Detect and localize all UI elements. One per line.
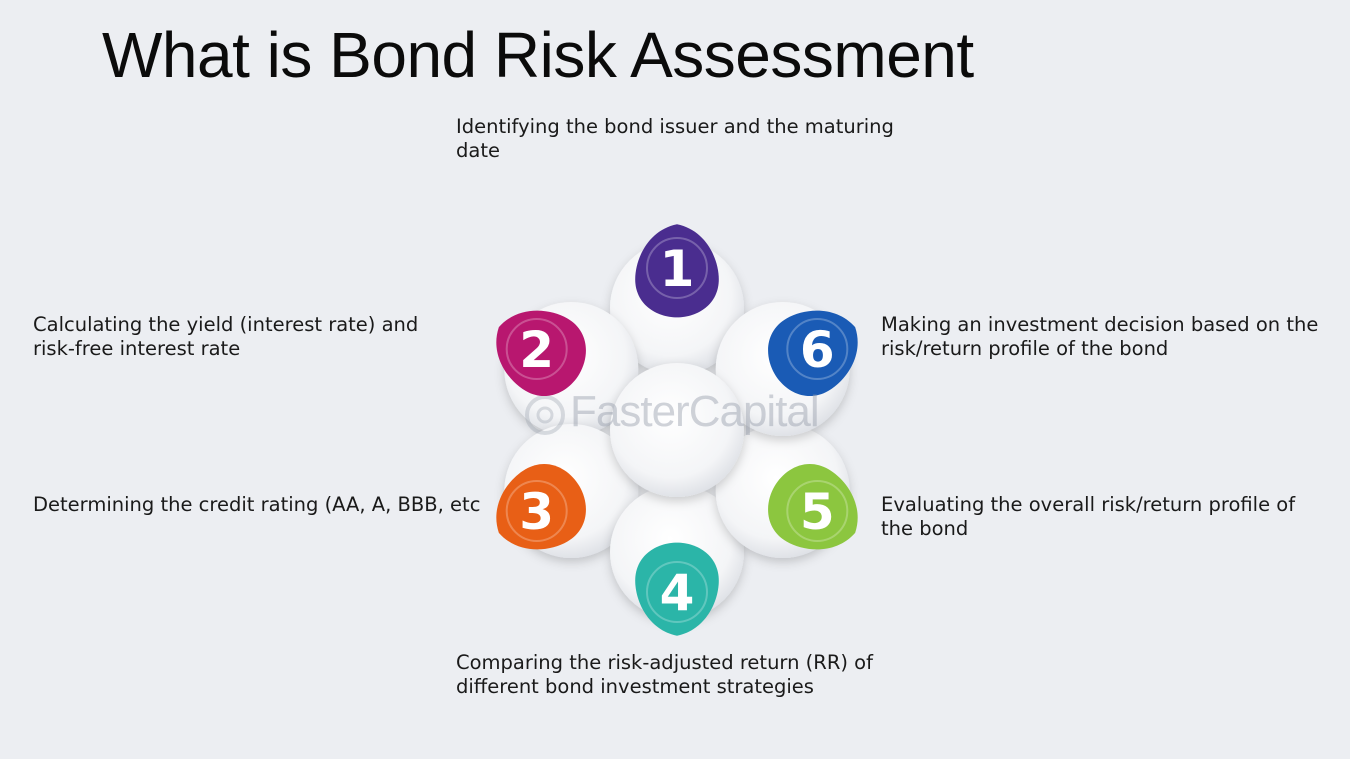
step-4-badge-circle — [646, 561, 708, 623]
step-4-text: Comparing the risk-adjusted return (RR) … — [456, 651, 873, 698]
diagram-graphic: 1 2 3 4 5 6 — [496, 224, 858, 636]
page-title: What is Bond Risk Assessment — [102, 19, 974, 91]
step-3-text: Determining the credit rating (AA, A, BB… — [33, 493, 481, 516]
step-1-badge: 1 — [635, 224, 719, 318]
step-2-badge: 2 — [496, 310, 586, 396]
step-4-badge: 4 — [635, 542, 719, 636]
step-5-badge-circle — [786, 480, 849, 542]
step-4-number: 4 — [660, 564, 695, 622]
step-3-badge: 3 — [496, 464, 586, 550]
step-3-badge-circle — [505, 480, 568, 542]
step-5-badge: 5 — [768, 464, 858, 550]
step-1-badge-circle — [646, 237, 708, 299]
step-6-number: 6 — [800, 321, 835, 379]
step-6-badge: 6 — [768, 310, 858, 396]
step-2-number: 2 — [519, 321, 554, 379]
watermark-text: FasterCapital — [570, 387, 820, 436]
step-2-text: Calculating the yield (interest rate) an… — [33, 313, 419, 360]
step-1-number: 1 — [660, 240, 695, 298]
step-2-badge-circle — [505, 318, 568, 380]
step-1-text: Identifying the bond issuer and the matu… — [456, 115, 894, 162]
step-3-number: 3 — [519, 483, 554, 541]
watermark-gear-icon — [525, 395, 565, 435]
step-5-number: 5 — [800, 483, 835, 541]
step-5-text: Evaluating the overall risk/return profi… — [881, 493, 1296, 540]
hexagon-flower-diagram: 1 2 3 4 5 6 FasterCapital — [470, 205, 890, 655]
step-6-badge-circle — [786, 318, 849, 380]
center-disc — [610, 363, 744, 497]
step-6-text: Making an investment decision based on t… — [881, 313, 1319, 360]
